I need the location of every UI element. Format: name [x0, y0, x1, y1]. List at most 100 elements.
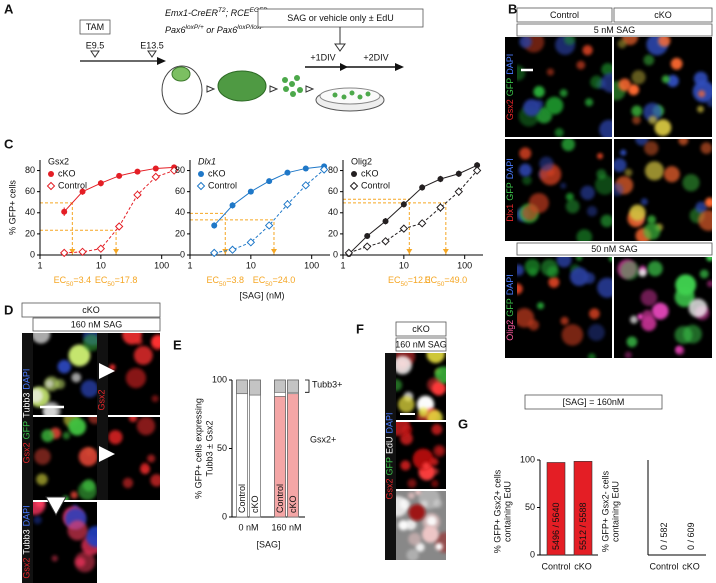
x-tick-label: 10 — [399, 260, 409, 270]
cell — [706, 257, 712, 262]
panel-letter: D — [4, 302, 13, 317]
y-tick-label: 0 — [180, 249, 185, 259]
cell — [561, 139, 576, 152]
cell — [587, 353, 596, 358]
ec50-arrow — [113, 249, 120, 254]
data-point — [247, 188, 254, 195]
cell — [396, 496, 408, 517]
cell — [628, 84, 640, 96]
data-point — [264, 221, 274, 230]
cell — [405, 519, 417, 531]
ec50-sub: 50 — [265, 281, 273, 288]
data-point — [455, 170, 462, 177]
arrowhead — [99, 446, 115, 462]
ec50-arrow — [442, 249, 449, 254]
cell — [431, 424, 443, 435]
stage-label: E9.5 — [86, 40, 105, 50]
cell — [70, 491, 78, 499]
micrograph — [396, 422, 446, 489]
data-point — [381, 237, 390, 246]
ec50-value: =3.8 — [226, 275, 244, 285]
div-label: +2DIV — [363, 52, 388, 62]
cell — [67, 520, 88, 541]
cell — [406, 549, 419, 560]
cell — [564, 37, 576, 45]
cell — [151, 334, 160, 349]
cell — [695, 201, 708, 214]
genotype-line: Pax6loxP/+ or Pax6loxP/loxP — [165, 24, 265, 35]
micrograph — [517, 139, 612, 241]
cell — [697, 105, 704, 113]
chart-title: Dlx1 — [198, 156, 216, 166]
genotype-part: or Pax6 — [204, 25, 238, 35]
legend-label: cKO — [58, 168, 76, 178]
data-point — [211, 222, 218, 229]
cell — [518, 163, 532, 177]
channel-word: GFP — [505, 78, 515, 97]
data-point — [96, 244, 106, 253]
column-label: cKO — [412, 324, 430, 334]
y-tick-label: 20 — [175, 228, 185, 238]
genotype-part: Emx1-CreER — [165, 8, 219, 18]
cell — [431, 479, 439, 488]
micrograph — [33, 333, 97, 415]
x-tick-label: 100 — [304, 260, 319, 270]
channel-word: Gsx2 — [22, 558, 32, 579]
cell — [51, 555, 58, 562]
channel-word: Tubb3 — [22, 393, 32, 418]
data-point — [419, 184, 426, 191]
series-label: Gsx2+ — [310, 434, 336, 444]
cell — [597, 153, 604, 160]
ec50-prefix: EC — [54, 275, 67, 285]
cell — [435, 542, 443, 551]
cell — [82, 333, 97, 352]
label-strip — [505, 139, 517, 241]
chart-title: Gsx2 — [48, 156, 69, 166]
cell — [78, 447, 97, 467]
category-label: Control — [275, 484, 285, 513]
cell — [631, 70, 646, 85]
cell — [620, 149, 627, 156]
cell — [524, 258, 541, 275]
cell — [150, 474, 160, 487]
channel-word: DAPI — [505, 158, 515, 179]
culture-dish — [319, 87, 381, 105]
ec50-prefix: EC — [253, 275, 266, 285]
condition-label: 160 nM SAG — [395, 339, 447, 349]
ec50-label: EC50=49.0 — [425, 275, 468, 287]
cell — [704, 197, 712, 208]
cell — [125, 367, 147, 389]
genotype-sup: loxP/+ — [186, 24, 204, 31]
y-tick-label: 100 — [212, 374, 227, 384]
y-tick-label: 60 — [175, 186, 185, 196]
cell — [640, 289, 658, 307]
bar-segment — [249, 379, 261, 396]
x-tick-label: 1 — [187, 260, 192, 270]
cell — [559, 89, 568, 98]
cell — [698, 210, 712, 231]
cell — [601, 72, 612, 93]
stage-marker — [147, 50, 157, 58]
ec50-value: =17.8 — [115, 275, 138, 285]
y-axis-label: % GFP+ cells expressing — [193, 398, 203, 499]
cell — [601, 62, 612, 76]
title-box — [524, 394, 663, 410]
cell — [33, 388, 43, 403]
y-tick-label: 60 — [328, 186, 338, 196]
cell — [569, 267, 589, 286]
cell — [147, 454, 156, 463]
cell — [421, 525, 439, 543]
cell — [33, 515, 42, 525]
cell — [614, 183, 624, 197]
micrograph — [517, 37, 612, 137]
channel-label: Gsx2 GFP DAPI — [505, 54, 515, 121]
data-point — [399, 224, 409, 233]
cell — [674, 326, 693, 344]
panel-letter: E — [173, 337, 182, 352]
cell — [706, 98, 712, 108]
group-label: 0 nM — [238, 522, 258, 532]
column-header — [516, 7, 613, 23]
x-tick-label: 10 — [96, 260, 106, 270]
value-label: 5512 / 5588 — [578, 502, 588, 550]
cell — [632, 115, 641, 125]
